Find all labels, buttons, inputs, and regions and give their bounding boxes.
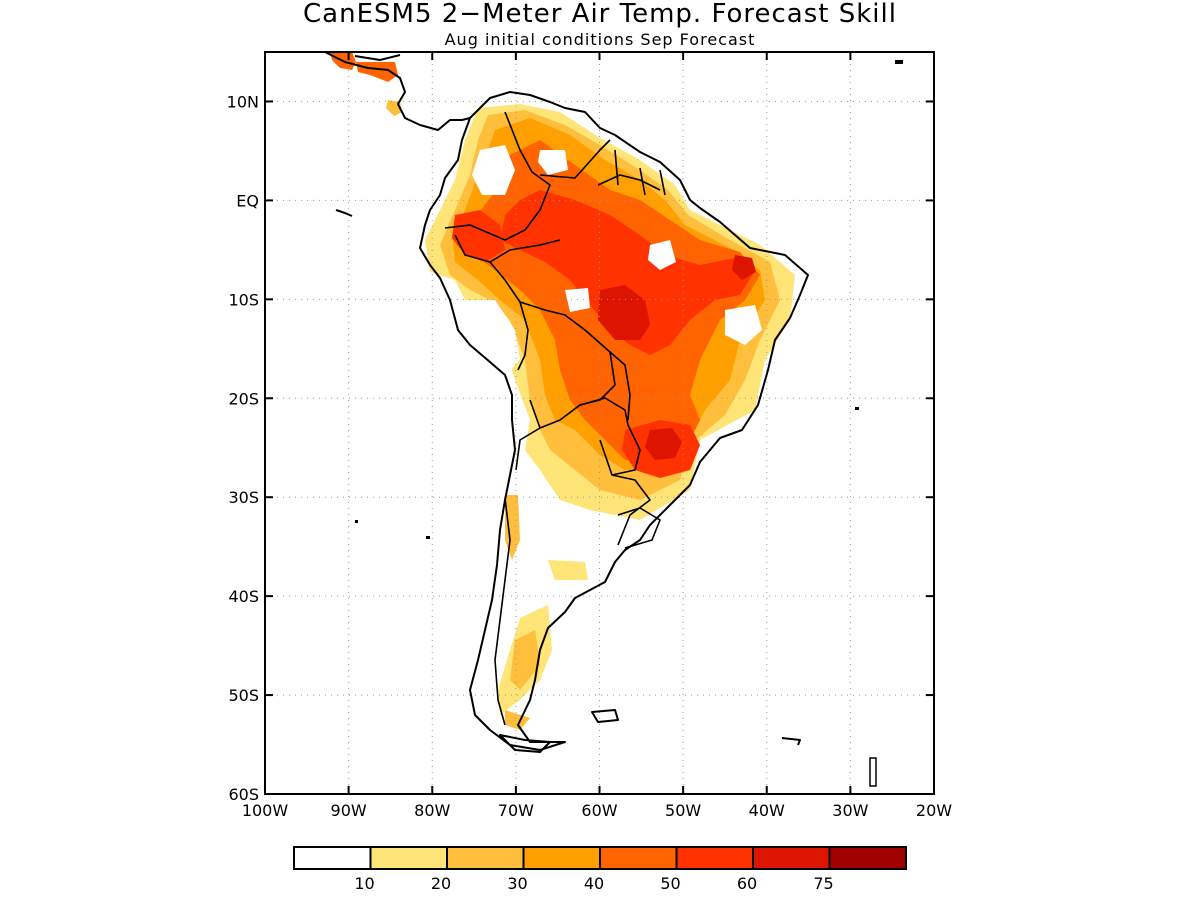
- lon-tick-label: 20W: [916, 801, 952, 820]
- shade-argentina-patch: [548, 560, 588, 580]
- shade-hole-bolivia: [565, 288, 590, 312]
- island-pacific: [355, 520, 358, 523]
- colorbar-label: 40: [584, 874, 604, 893]
- colorbar-swatch: [522, 846, 601, 870]
- lat-tick-label: 10S: [228, 290, 259, 309]
- lat-tick-label: 50S: [228, 686, 259, 705]
- shade-level-60-75-ne: [732, 255, 756, 280]
- lon-tick-label: 100W: [242, 801, 289, 820]
- coastline-galapagos: [335, 209, 353, 217]
- border-paraguay: [579, 397, 641, 476]
- shade-hole-colombia: [472, 145, 515, 195]
- colorbar-swatch: [369, 846, 448, 870]
- shade-level-60-75: [598, 285, 650, 340]
- lat-tick-label: 60S: [228, 785, 259, 804]
- shade-patagonia-inner: [510, 630, 540, 690]
- colorbar-swatch: [752, 846, 831, 870]
- coastline-central-america: [324, 51, 471, 131]
- colorbar-label: 20: [431, 874, 451, 893]
- coastline-caribbean: [354, 54, 401, 61]
- shade-level-60-75-se: [645, 428, 682, 460]
- lon-tick-label: 30W: [832, 801, 868, 820]
- border-colombia: [444, 111, 551, 241]
- border-chile: [494, 497, 511, 726]
- colorbar-label: 50: [660, 874, 680, 893]
- shade-patagonia-south: [505, 710, 530, 730]
- skill-shading: [330, 52, 795, 730]
- lon-tick-label: 60W: [581, 801, 617, 820]
- lat-tick-label: 10N: [227, 92, 259, 111]
- lat-tick-label: 40S: [228, 587, 259, 606]
- shade-level-50-60-west: [452, 210, 505, 262]
- shade-level-50-60: [500, 190, 755, 355]
- border-venezuela: [539, 139, 661, 191]
- island-juan-fernandez: [426, 536, 430, 539]
- border-guianas: [614, 149, 666, 196]
- colorbar-swatch: [293, 846, 372, 870]
- colorbar-label: 30: [507, 874, 527, 893]
- coastline-south-georgia: [781, 737, 801, 746]
- border-brazil-west: [489, 239, 631, 421]
- colorbar-swatch: [446, 846, 525, 870]
- figure-title: CanESM5 2−Meter Air Temp. Forecast Skill: [303, 0, 897, 29]
- colorbar-label: 60: [737, 874, 757, 893]
- coastline-falklands: [591, 709, 619, 723]
- lon-tick-label: 40W: [749, 801, 785, 820]
- island-sandwich: [869, 757, 877, 787]
- lat-tick-label: 20S: [228, 389, 259, 408]
- colorbar-label: 75: [813, 874, 833, 893]
- coastline-tierra-del-fuego: [499, 734, 551, 753]
- figure-subtitle: Aug initial conditions Sep Forecast: [445, 30, 756, 49]
- lat-tick-label: EQ: [236, 191, 259, 210]
- lon-tick-label: 80W: [414, 801, 450, 820]
- coastline-south-america: [419, 91, 809, 751]
- shade-hole-brazil-ne: [725, 305, 762, 345]
- colorbar-label: 10: [354, 874, 374, 893]
- shade-hole-peru: [462, 300, 520, 375]
- lon-tick-label: 50W: [665, 801, 701, 820]
- border-uruguay: [617, 507, 661, 549]
- border-bolivia: [519, 301, 616, 429]
- lat-tick-label: 30S: [228, 488, 259, 507]
- colorbar-swatch: [599, 846, 678, 870]
- coastlines-and-borders: [324, 51, 809, 753]
- small-islands: [355, 60, 903, 787]
- island-azores: [895, 60, 903, 64]
- lon-tick-label: 90W: [331, 801, 367, 820]
- island-trindade: [855, 407, 859, 410]
- shade-hole-amazon: [648, 240, 676, 270]
- colorbar-legend: 10 20 30 40 50 60 75: [293, 846, 907, 893]
- colorbar-swatch: [675, 846, 754, 870]
- border-peru: [454, 234, 529, 371]
- map-gridlines: [265, 52, 934, 794]
- border-argentina: [515, 427, 651, 546]
- shade-hole-venezuela: [538, 150, 568, 175]
- map-panel: [264, 51, 935, 795]
- colorbar-swatch: [828, 846, 907, 870]
- lon-tick-label: 70W: [498, 801, 534, 820]
